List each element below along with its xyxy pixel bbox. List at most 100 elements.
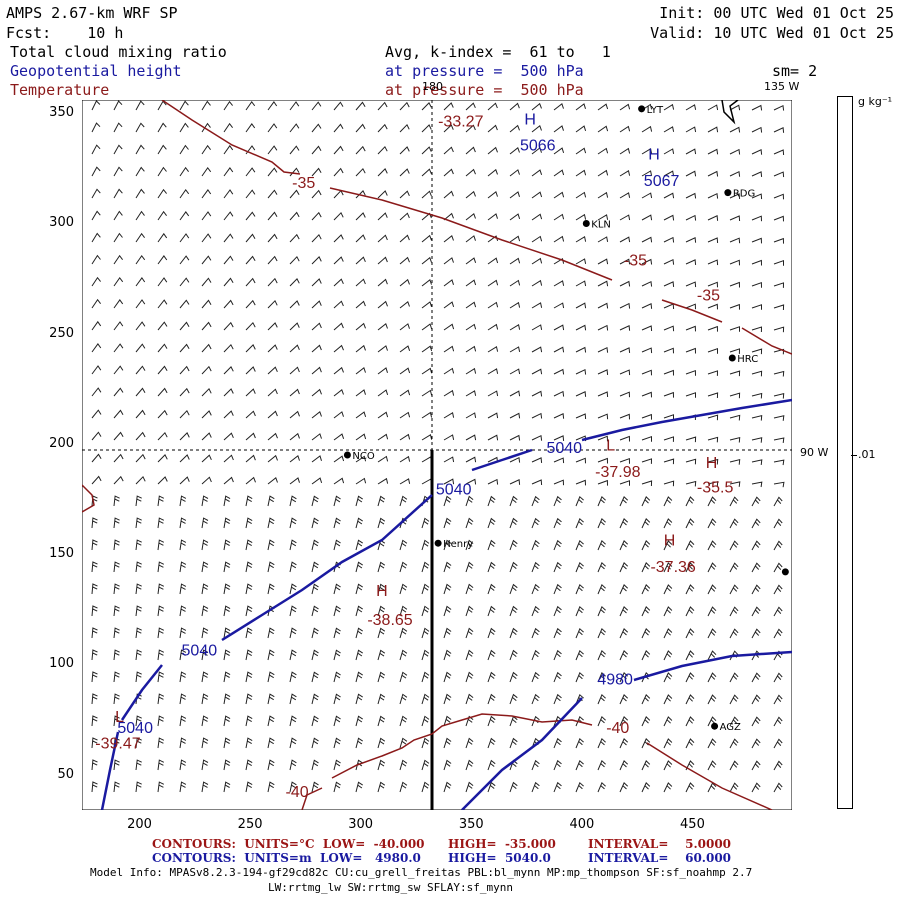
wind-barb	[157, 387, 168, 397]
station-marker[interactable]	[711, 722, 719, 730]
wind-barb	[399, 234, 410, 243]
temp-contour-segment	[646, 742, 773, 810]
station-marker[interactable]	[728, 354, 736, 362]
wind-barb	[157, 409, 168, 419]
wind-barb	[553, 435, 565, 441]
wind-barb	[487, 561, 496, 573]
map-plot[interactable]: LYT RDG KLN HRC NCO Henry AGZ 5066 5067 5040 5040…	[82, 100, 792, 810]
wind-barb	[685, 760, 695, 771]
wind-barb	[773, 628, 783, 639]
wind-barb	[465, 279, 477, 287]
wind-barb	[729, 148, 741, 155]
wind-barb	[443, 301, 455, 309]
station-marker[interactable]	[724, 189, 732, 197]
wind-barb	[421, 301, 432, 309]
wind-barb	[135, 210, 145, 221]
wind-barb	[641, 694, 651, 705]
station-marker[interactable]	[638, 105, 646, 113]
wind-barb	[641, 347, 653, 354]
wind-barb	[91, 144, 101, 155]
wind-barb	[113, 759, 120, 771]
wind-barb	[619, 496, 629, 507]
wind-barb	[751, 481, 763, 488]
wind-barb	[707, 458, 719, 465]
wind-barb	[113, 781, 120, 793]
wind-barb	[289, 123, 300, 133]
wind-barb	[113, 431, 124, 441]
wind-barb	[531, 279, 543, 287]
wind-barb	[729, 562, 739, 573]
wind-barb	[685, 347, 696, 354]
wind-barb	[311, 671, 319, 683]
wind-barb	[311, 627, 319, 639]
station-marker[interactable]	[343, 451, 351, 459]
wind-barb	[333, 693, 341, 705]
wind-barb	[641, 170, 653, 177]
wind-barb	[487, 693, 496, 705]
wind-barb	[113, 254, 123, 265]
wind-barb	[355, 649, 363, 661]
wind-barb	[597, 715, 606, 727]
wind-barb	[421, 627, 430, 639]
wind-barb	[729, 281, 740, 288]
wind-barb	[245, 605, 253, 617]
wind-barb	[685, 214, 697, 221]
wind-barb	[531, 605, 540, 617]
wind-barb	[289, 410, 300, 419]
temperature-contour-label: -37.98	[595, 464, 640, 481]
wind-barb	[751, 392, 763, 399]
wind-barb	[619, 738, 629, 749]
wind-barb	[201, 189, 212, 199]
temperature-center-marker: H	[451, 100, 463, 104]
wind-barb	[707, 192, 719, 199]
wind-barb	[333, 627, 341, 639]
wind-barb	[465, 412, 477, 419]
wind-barb	[663, 628, 673, 639]
wind-barb	[355, 561, 363, 573]
height-contour-segment	[100, 731, 120, 810]
wind-barb	[245, 627, 253, 639]
y-tick-label: 250	[49, 325, 74, 341]
wind-barb	[619, 457, 630, 464]
wind-barb	[575, 413, 587, 420]
wind-barb	[707, 325, 718, 332]
wind-barb	[179, 539, 187, 551]
wind-barb	[421, 759, 430, 771]
station-marker[interactable]	[781, 568, 789, 576]
wind-barb	[751, 237, 762, 244]
wind-barb	[597, 561, 606, 573]
wind-barb	[465, 345, 477, 353]
wind-barb	[685, 170, 697, 177]
wind-barb	[399, 411, 411, 419]
wind-barb	[289, 693, 297, 705]
wind-barb	[311, 583, 319, 595]
wind-barb	[113, 210, 123, 221]
wind-barb	[421, 781, 430, 793]
wind-barb	[553, 605, 562, 617]
wind-barb	[333, 300, 344, 309]
wind-barb	[91, 122, 101, 133]
station-marker[interactable]	[582, 219, 590, 227]
wind-barb	[91, 517, 98, 529]
wind-barb	[421, 671, 430, 683]
wind-barb	[267, 189, 278, 199]
wind-barb	[113, 343, 124, 353]
wind-barb	[333, 539, 341, 551]
station-marker[interactable]	[434, 539, 442, 547]
wind-barb	[487, 605, 496, 617]
wind-barb	[641, 192, 653, 199]
wind-barb	[157, 715, 165, 727]
wind-barb	[707, 170, 719, 177]
wind-barb	[289, 211, 300, 221]
wind-barb	[509, 191, 520, 199]
wind-barb	[729, 414, 741, 421]
wind-barb	[773, 193, 784, 200]
wind-barb	[179, 144, 189, 155]
wind-barb	[91, 781, 98, 793]
wind-barb	[575, 368, 587, 375]
wind-barb	[597, 125, 609, 133]
wind-barb	[399, 583, 408, 595]
wind-barb	[619, 302, 631, 309]
wind-barb	[113, 232, 123, 243]
wind-barb	[641, 650, 651, 661]
